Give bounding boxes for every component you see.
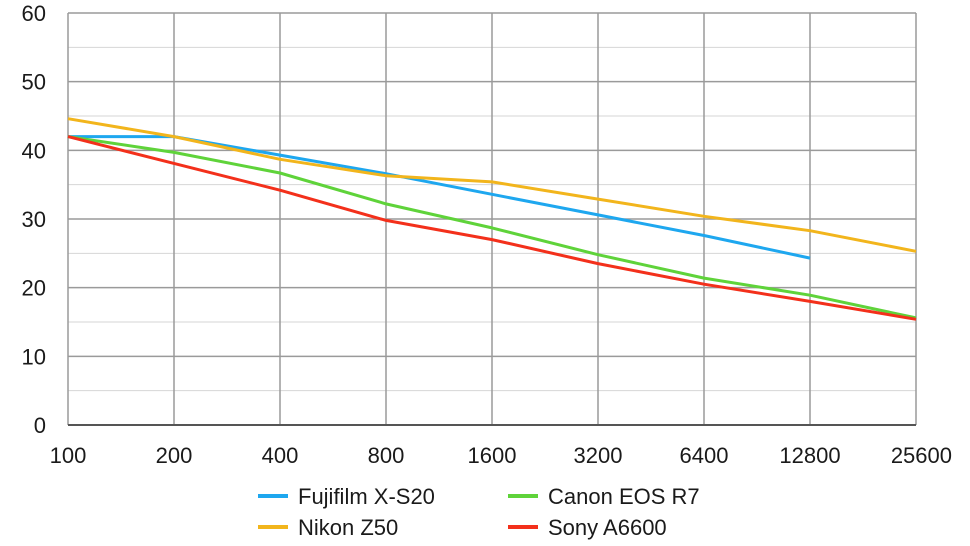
series-line-sony-a6600 [67, 135, 917, 321]
y-tick-label: 60 [22, 1, 46, 26]
legend-label-fujifilm-x-s20: Fujifilm X-S20 [298, 484, 435, 509]
y-tick-label: 10 [22, 344, 46, 369]
x-tick-label: 100 [50, 443, 87, 468]
x-tick-label: 1600 [468, 443, 517, 468]
x-axis-ticks: 100 200 400 800 1600 3200 6400 12800 25600 [50, 443, 952, 468]
series-line-canon-eos-r7 [67, 135, 917, 320]
y-tick-label: 50 [22, 70, 46, 95]
x-tick-label: 800 [368, 443, 405, 468]
series-lines [67, 117, 917, 321]
legend-label-nikon-z50: Nikon Z50 [298, 515, 398, 540]
x-tick-label: 25600 [891, 443, 952, 468]
legend-label-canon-eos-r7: Canon EOS R7 [548, 484, 700, 509]
x-tick-label: 12800 [779, 443, 840, 468]
y-tick-label: 40 [22, 138, 46, 163]
legend-label-sony-a6600: Sony A6600 [548, 515, 667, 540]
x-tick-label: 6400 [680, 443, 729, 468]
grid [67, 12, 917, 426]
x-tick-label: 200 [156, 443, 193, 468]
y-tick-label: 0 [34, 413, 46, 438]
series-line-nikon-z50 [67, 117, 917, 253]
x-tick-label: 400 [262, 443, 299, 468]
legend: Fujifilm X-S20 Nikon Z50 Canon EOS R7 Sony … [258, 484, 700, 540]
y-tick-label: 30 [22, 207, 46, 232]
y-axis-ticks: 0 10 20 30 40 50 60 [22, 1, 46, 438]
y-tick-label: 20 [22, 276, 46, 301]
x-tick-label: 3200 [574, 443, 623, 468]
